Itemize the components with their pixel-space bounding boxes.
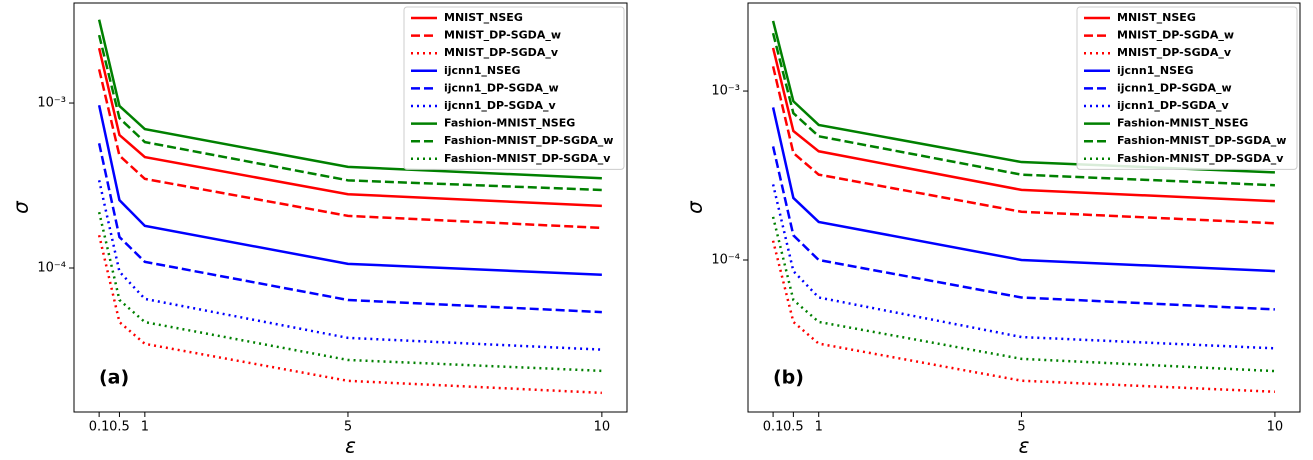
legend-label: Fashion-MNIST_DP-SGDA_w — [1117, 134, 1286, 147]
legend-box — [1076, 6, 1298, 170]
legend-label: ijcnn1_DP-SGDA_v — [1117, 99, 1230, 112]
x-tick-label: 0.5 — [109, 420, 130, 435]
series-line — [771, 240, 1275, 394]
x-tick-label: 1 — [815, 420, 823, 435]
legend-label: MNIST_DP-SGDA_w — [444, 29, 561, 42]
series-line — [97, 34, 602, 192]
panel-label: (a) — [99, 367, 129, 389]
x-axis-label: ε — [345, 434, 356, 458]
legend-label: MNIST_DP-SGDA_v — [444, 46, 559, 59]
x-tick-label: 10 — [594, 420, 611, 435]
x-tick-label: 1 — [141, 420, 149, 435]
plot-frame — [747, 2, 1301, 413]
series-line — [771, 47, 1275, 203]
panel-label: (b) — [773, 367, 804, 389]
legend-label: Fashion-MNIST_DP-SGDA_v — [444, 152, 611, 165]
legend-label: MNIST_DP-SGDA_w — [1117, 29, 1234, 42]
x-tick-label: 5 — [1017, 420, 1025, 435]
series-line — [97, 143, 602, 314]
legend-label: Fashion-MNIST_DP-SGDA_v — [1117, 152, 1284, 165]
legend-label: ijcnn1_NSEG — [1117, 64, 1194, 77]
y-tick-label: 10⁻⁴ — [37, 261, 66, 276]
series-line — [97, 104, 602, 277]
x-tick-label: 5 — [344, 420, 352, 435]
y-tick-label: 10⁻⁴ — [711, 253, 740, 268]
series-line — [771, 216, 1275, 373]
series-line — [771, 107, 1275, 273]
y-tick-label: 10⁻³ — [711, 84, 740, 99]
series-line — [97, 47, 602, 208]
x-tick-label: 10 — [1267, 420, 1284, 435]
legend-label: Fashion-MNIST_NSEG — [444, 117, 575, 130]
x-axis-label: ε — [1019, 434, 1030, 458]
series-line — [97, 234, 602, 395]
x-tick-label: 0.1 — [89, 420, 110, 435]
legend-label: ijcnn1_DP-SGDA_v — [444, 99, 557, 112]
legend-label: ijcnn1_DP-SGDA_w — [1117, 81, 1232, 94]
series-line — [771, 146, 1275, 311]
legend-label: MNIST_NSEG — [444, 11, 523, 24]
series-line — [97, 211, 602, 373]
legend-label: Fashion-MNIST_NSEG — [1117, 117, 1248, 130]
legend-label: MNIST_DP-SGDA_v — [1117, 46, 1232, 59]
y-axis-label: σ — [9, 200, 33, 214]
y-tick-label: 10⁻³ — [37, 96, 66, 111]
legend-box — [403, 6, 625, 170]
x-tick-label: 0.5 — [783, 420, 804, 435]
legend-label: Fashion-MNIST_DP-SGDA_w — [444, 134, 613, 147]
x-tick-label: 0.1 — [763, 420, 784, 435]
plot-frame — [73, 2, 628, 413]
series-line — [97, 19, 602, 180]
legend-label: ijcnn1_NSEG — [444, 64, 521, 77]
series-line — [771, 66, 1275, 225]
series-line — [97, 69, 602, 230]
series-line — [771, 32, 1275, 187]
y-axis-label: σ — [683, 200, 707, 214]
legend-label: MNIST_NSEG — [1117, 11, 1196, 24]
legend-label: ijcnn1_DP-SGDA_w — [444, 81, 559, 94]
